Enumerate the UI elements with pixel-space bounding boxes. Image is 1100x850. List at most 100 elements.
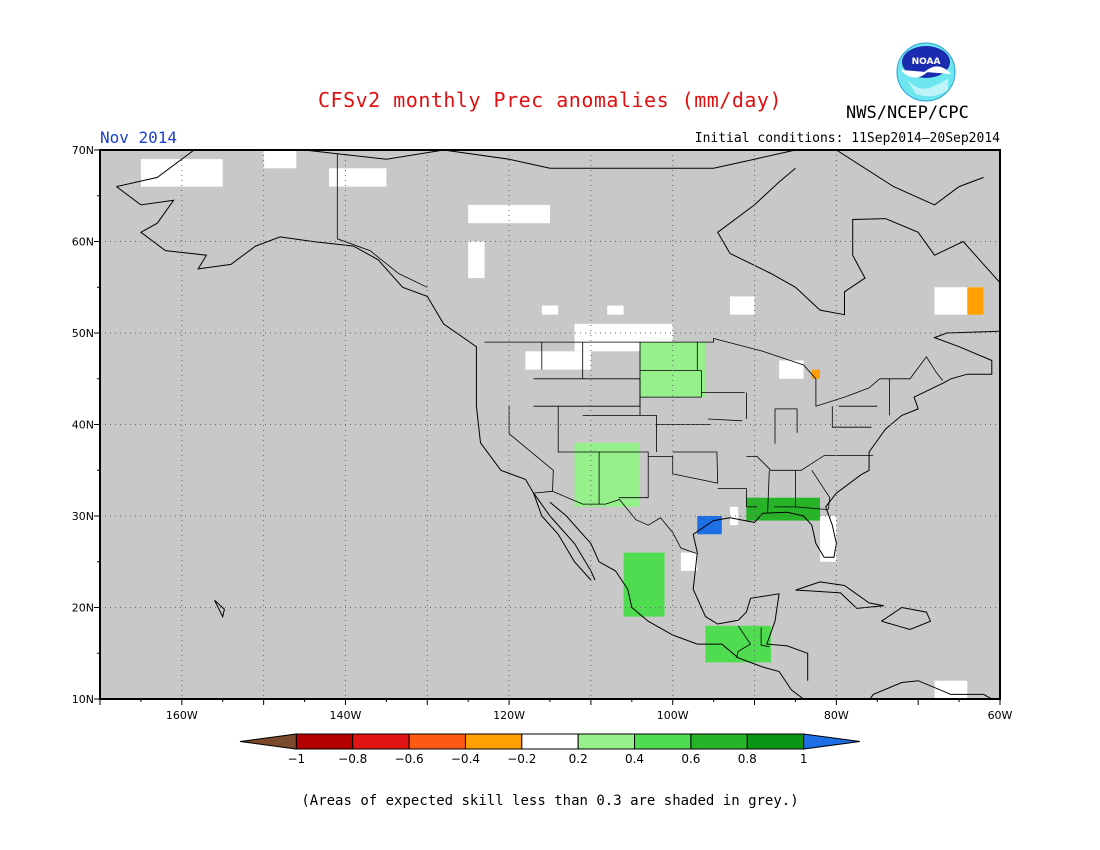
colorbar-label: −1: [288, 752, 306, 766]
graticule: [100, 150, 1000, 699]
coastline: [116, 150, 796, 188]
political-border: [336, 153, 428, 288]
colorbar-label: −0.4: [451, 752, 480, 766]
lon-label: 100W: [657, 709, 689, 722]
colorbar-label: 0.8: [738, 752, 757, 766]
colorbar-segment: [464, 733, 523, 750]
political-border: [767, 470, 770, 514]
anomaly-cell: [697, 516, 722, 535]
lat-label: 30N: [72, 510, 94, 523]
lon-label: 60W: [988, 709, 1013, 722]
initial-conditions: Initial conditions: 11Sep2014—20Sep2014: [694, 131, 1000, 146]
neutral-cell: [607, 305, 624, 315]
political-border: [533, 490, 697, 554]
colorbar-label: 0.4: [625, 752, 644, 766]
colorbar-arrow-right: [803, 733, 861, 750]
lon-label: 120W: [493, 709, 525, 722]
coastline: [869, 680, 993, 699]
neutral-cell: [730, 506, 739, 526]
colorbar-segment: [746, 733, 805, 750]
colorbar-segment: [577, 733, 636, 750]
political-border: [484, 337, 944, 407]
svg-text:NOAA: NOAA: [912, 57, 941, 67]
lat-label: 40N: [72, 419, 94, 432]
political-border: [582, 415, 657, 452]
lat-label: 20N: [72, 602, 94, 615]
coastline: [881, 606, 932, 631]
neutral-cell: [263, 150, 297, 169]
noaa-logo-icon: NOAA: [896, 42, 956, 102]
colorbar-label: 0.2: [569, 752, 588, 766]
neutral-cell: [468, 241, 485, 279]
chart-title: CFSv2 monthly Prec anomalies (mm/day): [317, 88, 783, 112]
coastline: [533, 492, 592, 581]
coastline: [795, 581, 884, 609]
political-border: [648, 456, 674, 474]
neutral-cell: [468, 204, 550, 224]
lat-label: 10N: [72, 693, 94, 706]
neutral-cell: [779, 360, 804, 379]
neutral-cell: [140, 159, 223, 187]
anomaly-cell: [811, 369, 820, 379]
colorbar-segment: [295, 733, 354, 750]
neutral-cell: [730, 296, 755, 315]
axis-ticks: 70N 60N 50N 40N 30N 20N 10N 160W 140W 120W 100W 80W…: [72, 144, 1013, 722]
anomaly-cells: [574, 287, 984, 663]
coastline: [509, 113, 689, 136]
coastline: [214, 599, 225, 619]
anomaly-cell: [574, 442, 640, 507]
coastline: [836, 150, 984, 206]
political-border: [717, 488, 757, 508]
political-border: [672, 451, 719, 484]
anomaly-cell: [746, 497, 820, 521]
political-border: [831, 406, 872, 428]
political-border: [775, 408, 798, 433]
coastline: [1004, 318, 1057, 360]
colorbar-segment: [352, 733, 410, 750]
neutral-cell: [820, 516, 837, 562]
colorbar-segment: [690, 733, 748, 750]
neutral-cell: [1000, 379, 1016, 388]
skill-footnote: (Areas of expected skill less than 0.3 a…: [301, 793, 799, 809]
neutral-cell: [329, 168, 387, 187]
coastline: [692, 167, 1000, 558]
political-border: [746, 455, 874, 471]
colorbar-segment: [634, 733, 692, 750]
coastline: [692, 552, 809, 681]
political-border: [707, 418, 743, 422]
coastlines: [116, 113, 1057, 699]
colorbar-label: 1: [800, 752, 808, 766]
lat-label: 50N: [72, 327, 94, 340]
colorbar-segment: [408, 733, 466, 750]
colorbar-label: −0.8: [338, 752, 367, 766]
political-border: [736, 625, 752, 658]
lon-label: 140W: [330, 709, 362, 722]
lon-label: 80W: [824, 709, 849, 722]
coastline: [549, 501, 804, 699]
forecast-month: Nov 2014: [100, 128, 178, 147]
colorbar-label: −0.6: [395, 752, 424, 766]
anomaly-cell: [640, 342, 706, 398]
political-border: [811, 470, 831, 510]
lat-label: 60N: [72, 236, 94, 249]
colorbar-label: −0.2: [507, 752, 536, 766]
political-border: [760, 627, 770, 648]
colorbar-arrow-left: [239, 733, 297, 750]
political-border: [508, 406, 554, 492]
colorbar-segment: [521, 733, 579, 750]
colorbar: −1 −0.8 −0.6 −0.4 −0.2 0.2 0.4 0.6 0.8 1: [239, 733, 861, 766]
coastline: [116, 186, 596, 581]
anomaly-cell: [967, 287, 984, 315]
lon-label: 160W: [166, 709, 198, 722]
neutral-cell: [525, 351, 591, 370]
anomaly-cell: [623, 552, 665, 617]
agency-label: NWS/NCEP/CPC: [846, 103, 969, 123]
political-border: [795, 506, 829, 510]
neutral-cell: [541, 305, 559, 315]
lat-label: 70N: [72, 144, 94, 157]
neutral-cell: [680, 552, 698, 571]
political-border: [599, 451, 649, 499]
political-border: [557, 406, 600, 505]
colorbar-label: 0.6: [681, 752, 700, 766]
